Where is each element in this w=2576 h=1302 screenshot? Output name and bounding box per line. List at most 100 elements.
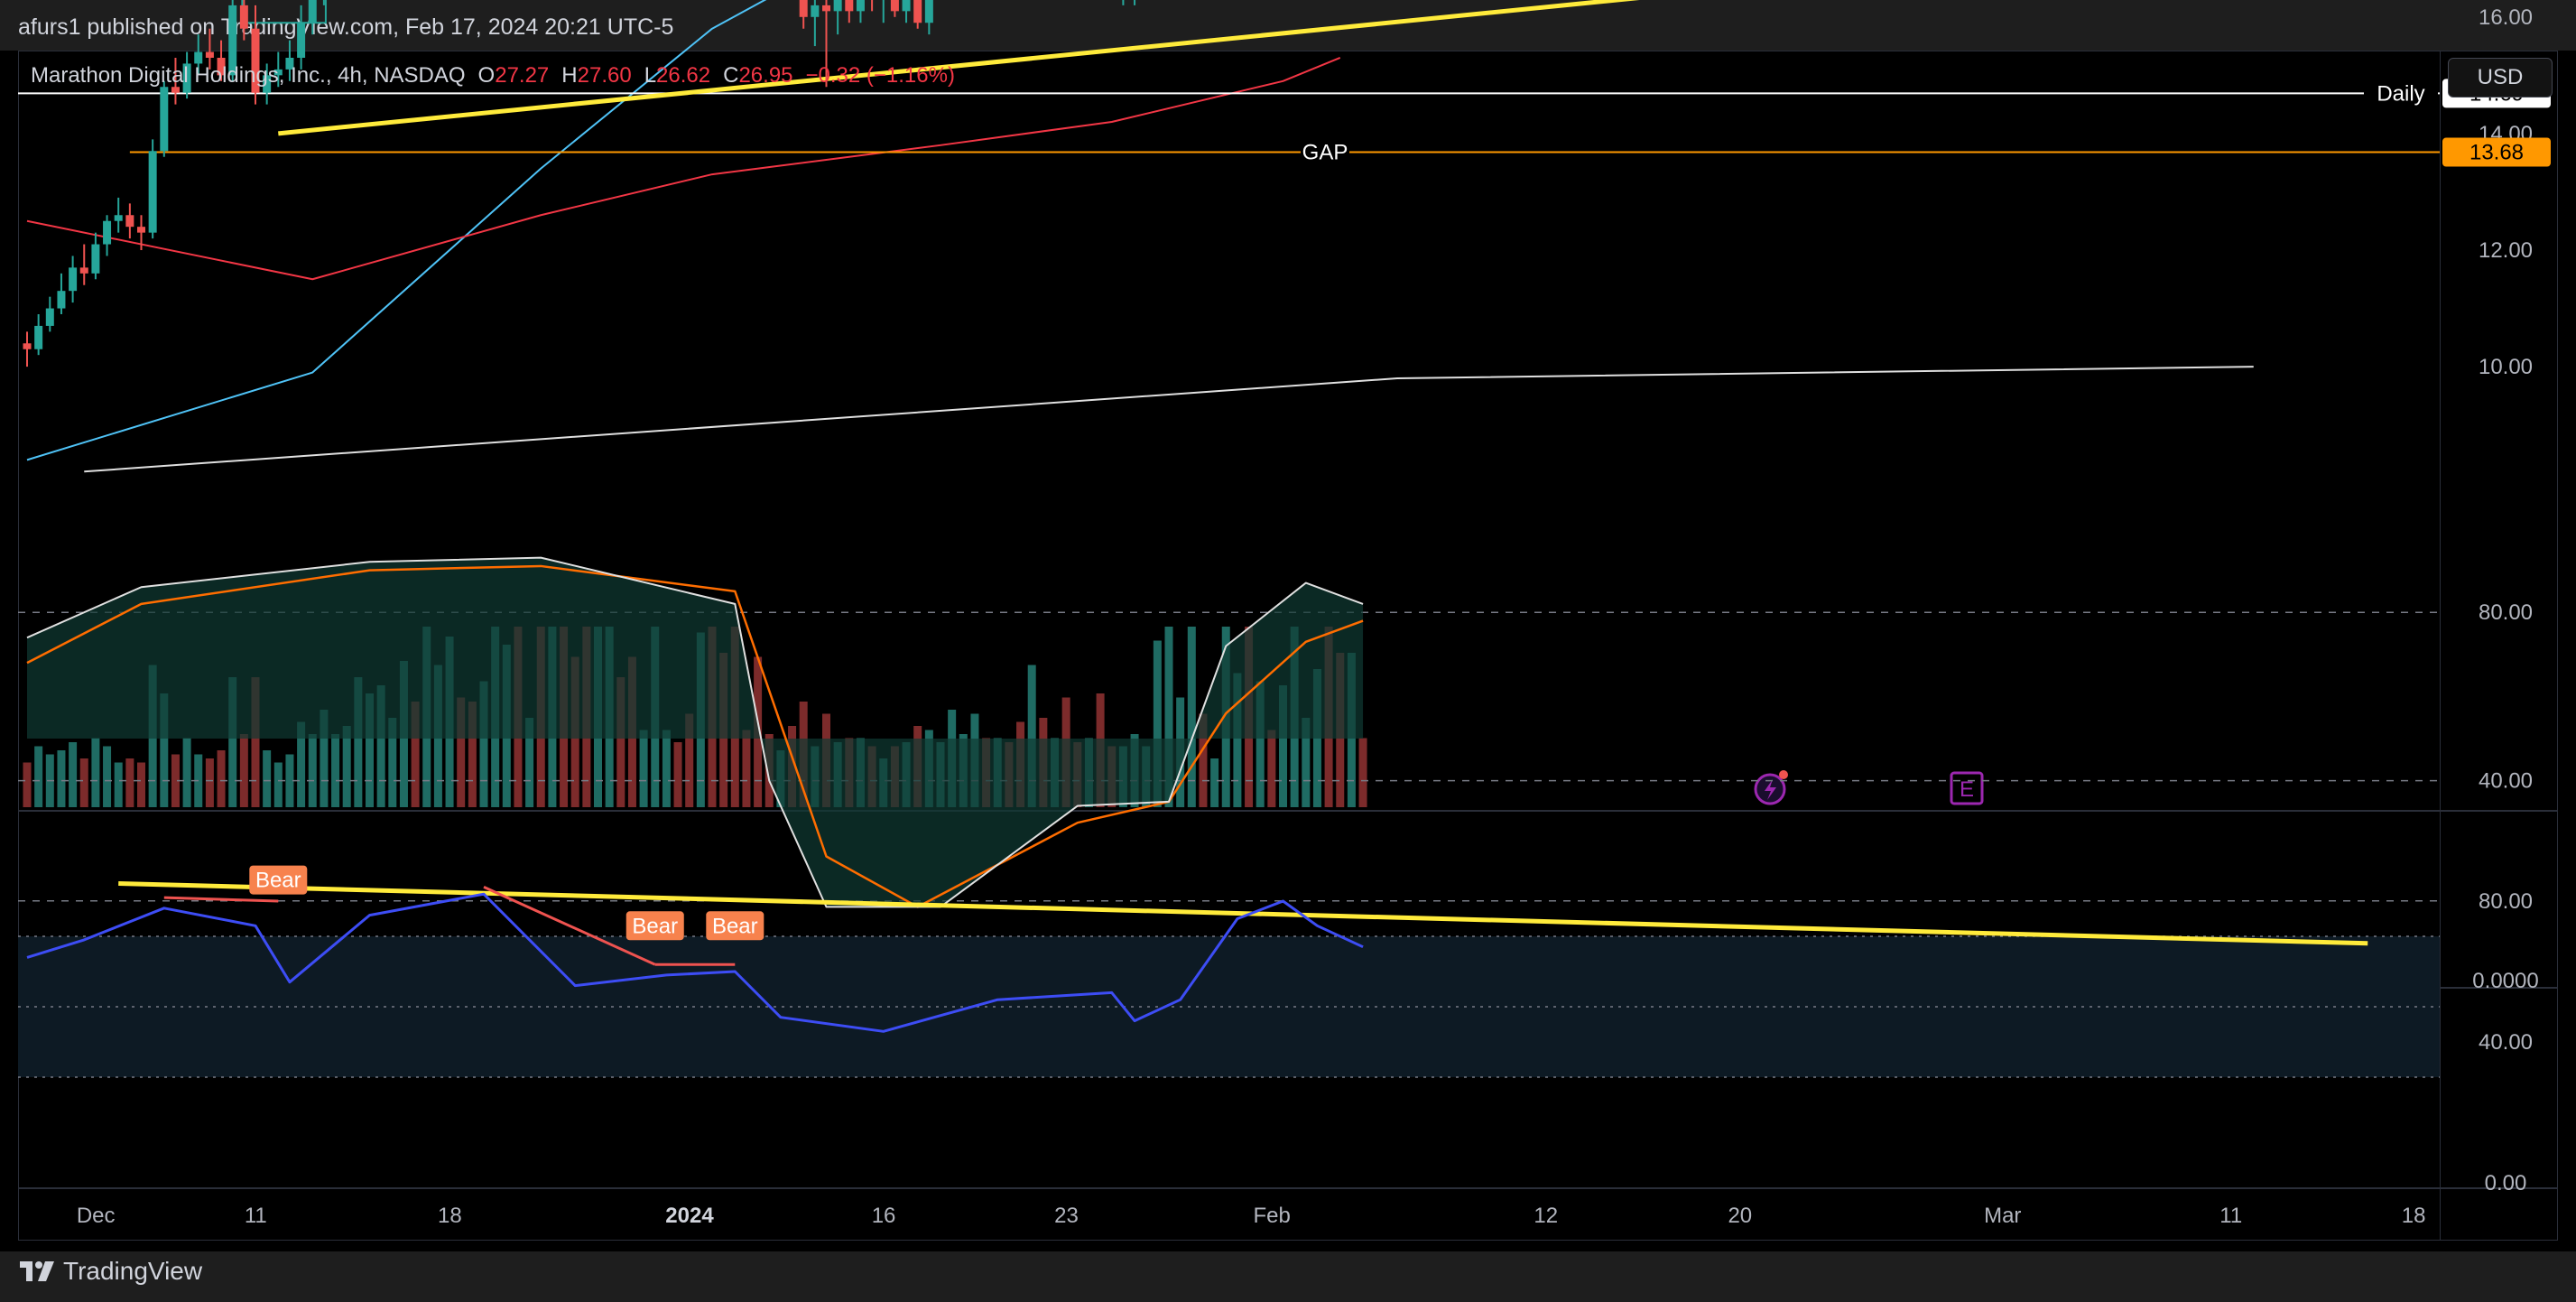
volume-bar xyxy=(79,758,88,807)
candle-body xyxy=(822,5,830,12)
volume-bar xyxy=(217,750,226,807)
volume-bar xyxy=(57,750,66,807)
candle-body xyxy=(856,0,865,12)
candle-body xyxy=(833,0,842,12)
volume-bar xyxy=(228,677,237,807)
earnings-label: E xyxy=(1960,777,1974,802)
candle-body xyxy=(91,244,100,274)
volume-bar xyxy=(160,693,169,807)
volume-bar xyxy=(1267,730,1276,807)
symbol-title[interactable]: Marathon Digital Holdings, Inc., 4h, NAS… xyxy=(31,63,466,88)
tradingview-brand[interactable]: TradingView xyxy=(18,1257,202,1286)
candle-body xyxy=(297,23,306,58)
notification-dot xyxy=(1779,770,1788,779)
level-label: GAP xyxy=(1302,141,1348,165)
volume-bar xyxy=(308,734,317,807)
open-value: 27.27 xyxy=(495,63,550,88)
price-axis-labels: 32.0030.0028.0026.0024.0022.0020.0018.00… xyxy=(2479,5,2533,379)
candle-body xyxy=(171,87,180,93)
volume-bar xyxy=(388,718,397,807)
close-value: 26.95 xyxy=(738,63,793,88)
candle-body xyxy=(148,151,157,233)
candle-body xyxy=(23,343,32,349)
candle-body xyxy=(194,51,203,64)
publish-header: afurs1 published on TradingView.com, Feb… xyxy=(0,0,2576,51)
volume-bar xyxy=(673,742,682,807)
time-tick-label: 16 xyxy=(872,1204,896,1228)
volume-bar xyxy=(376,685,385,807)
earnings-marker[interactable] xyxy=(1950,771,1984,805)
volume-average-line xyxy=(84,366,2254,473)
volume-bar xyxy=(1027,665,1036,807)
lightning-icon xyxy=(1765,779,1776,800)
bear-label: Bear xyxy=(255,869,301,893)
bear-divergence-line xyxy=(163,896,279,903)
symbol-legend: Marathon Digital Holdings, Inc., 4h, NAS… xyxy=(31,63,955,88)
time-tick-label: 2024 xyxy=(665,1204,714,1228)
candle-body xyxy=(69,267,78,292)
volume-bar xyxy=(366,693,374,807)
candle-body xyxy=(57,291,66,309)
candle-body xyxy=(217,57,226,76)
high-value: 27.60 xyxy=(577,63,632,88)
volume-bar xyxy=(479,681,488,807)
close-label: C xyxy=(723,63,739,88)
stoch-tick-label: 0.0000 xyxy=(2472,969,2538,993)
tradingview-logo-icon xyxy=(20,1261,54,1281)
low-label: L xyxy=(644,63,657,88)
stoch-fill xyxy=(27,557,1364,907)
volume-bar xyxy=(103,746,112,807)
volume-bar xyxy=(251,677,260,807)
time-tick-label: 18 xyxy=(438,1204,462,1228)
time-tick-label: Dec xyxy=(77,1204,116,1228)
rsi-trendline xyxy=(118,881,2368,946)
sma-fast-line xyxy=(26,0,767,461)
volume-bar xyxy=(1233,673,1242,807)
bear-label: Bear xyxy=(712,914,758,938)
volume-bar xyxy=(342,726,351,807)
candle-body xyxy=(924,0,933,23)
time-tick-label: 18 xyxy=(2402,1204,2426,1228)
volume-bar xyxy=(171,754,180,807)
bear-label: Bear xyxy=(632,914,678,938)
time-tick-label: 23 xyxy=(1054,1204,1079,1228)
volume-bar xyxy=(114,762,123,807)
bear-label-bg xyxy=(706,911,764,941)
volume-bar xyxy=(125,758,134,807)
bear-label-bg xyxy=(625,911,684,941)
price-tag-value: 13.68 xyxy=(2469,141,2524,165)
candle-body xyxy=(811,5,820,17)
candle-body xyxy=(125,215,134,228)
candle-body xyxy=(845,0,854,12)
candle-body xyxy=(308,0,317,23)
volume-bar xyxy=(1358,738,1367,807)
price-tick-label: 16.00 xyxy=(2479,5,2533,30)
volume-bar xyxy=(662,730,671,807)
volume-bar xyxy=(639,730,648,807)
sma-slow-line xyxy=(26,57,1341,281)
brand-name: TradingView xyxy=(63,1257,203,1285)
level-label-bg xyxy=(1301,138,1349,166)
candle-body xyxy=(79,267,88,274)
volume-bar xyxy=(205,758,214,807)
currency-button[interactable]: USD xyxy=(2448,58,2553,98)
time-tick-label: Feb xyxy=(1253,1204,1290,1228)
volume-bar xyxy=(457,697,466,807)
price-scale[interactable] xyxy=(2440,51,2558,1241)
candle-body xyxy=(799,0,808,17)
volume-bar xyxy=(1256,681,1265,807)
candle-body xyxy=(205,51,214,58)
volume-bar xyxy=(685,713,694,807)
rsi-line xyxy=(26,892,1364,1033)
low-value: 26.62 xyxy=(656,63,711,88)
event-markers: E xyxy=(1754,770,1984,805)
level-label: Daily xyxy=(2377,81,2424,106)
volume-bar xyxy=(34,746,43,807)
volume-bar xyxy=(525,718,534,807)
candle-body xyxy=(913,0,922,23)
candle-body xyxy=(273,69,283,76)
support-trendline xyxy=(278,0,1640,136)
candle-body xyxy=(114,215,123,221)
volume-bar xyxy=(239,734,248,807)
